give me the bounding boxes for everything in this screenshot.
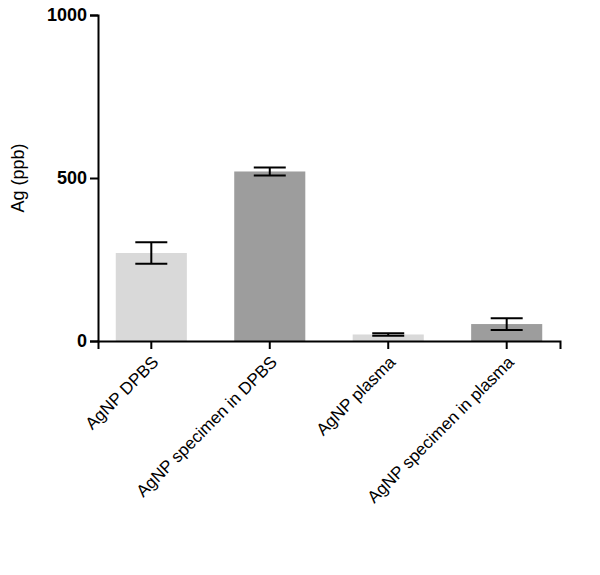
x-tick: AgNP plasma (313, 341, 400, 439)
error-line (372, 332, 404, 334)
y-axis: 0 500 1000 (47, 5, 99, 351)
chart: 05001000AgNP DPBSAgNP specimen in DPBSAg… (0, 0, 600, 575)
error-line (491, 317, 523, 319)
bar (116, 253, 187, 341)
error-bar (135, 242, 167, 264)
error-line (491, 329, 523, 331)
x-axis-line (99, 342, 561, 350)
x-tick: AgNP specimen in DPBS (133, 341, 281, 501)
y-tick-mark (90, 178, 98, 180)
error-bar (491, 318, 523, 330)
plot: 05001000AgNP DPBSAgNP specimen in DPBSAg… (47, 5, 561, 507)
x-tick-label: AgNP specimen in plasma (364, 352, 519, 507)
y-tick-mark (90, 15, 98, 17)
x-tick-mark (269, 341, 271, 349)
x-tick-label: AgNP specimen in DPBS (133, 353, 281, 501)
error-line (269, 168, 271, 176)
x-tick-mark (150, 341, 152, 349)
y-tick-label: 500 (57, 168, 87, 188)
error-line (150, 242, 152, 264)
x-tick-mark (506, 341, 508, 349)
error-bar (372, 333, 404, 336)
y-tick: 500 (57, 168, 98, 188)
y-tick-label: 1000 (47, 5, 87, 25)
error-line (135, 263, 167, 265)
y-tick: 1000 (47, 5, 98, 25)
x-axis: AgNP DPBSAgNP specimen in DPBS AgNP plasm… (82, 341, 561, 507)
y-tick: 0 (77, 331, 98, 351)
y-axis-title: Ag (ppb) (8, 143, 28, 212)
y-tick-label: 0 (77, 331, 87, 351)
error-line (506, 318, 508, 330)
y-tick-mark (90, 341, 98, 343)
error-line (254, 174, 286, 176)
x-tick: AgNP DPBS (82, 341, 163, 433)
bar (234, 171, 305, 341)
error-line (254, 167, 286, 169)
x-tick-label: AgNP DPBS (82, 353, 163, 434)
bars (116, 168, 542, 341)
x-tick-label: AgNP plasma (313, 352, 400, 439)
x-tick-mark (387, 341, 389, 349)
error-line (135, 241, 167, 243)
error-bar (254, 168, 286, 176)
x-tick: AgNP specimen in plasma (364, 341, 519, 507)
y-axis-line (90, 16, 99, 342)
bar (353, 334, 424, 341)
error-line (372, 335, 404, 337)
